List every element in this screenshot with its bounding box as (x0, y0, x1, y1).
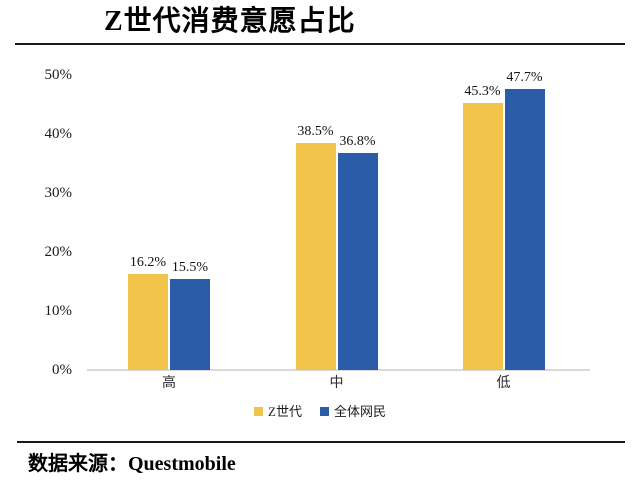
bar-value-label-z-gen-high: 16.2% (129, 255, 167, 271)
bar-value-label-all-netizens-high: 15.5% (171, 259, 209, 275)
y-axis-tick-label-30: 30% (44, 185, 73, 201)
legend-item-all-netizens: 全体网民 (319, 403, 386, 419)
y-axis-tick-label-10: 10% (44, 303, 73, 319)
y-axis-tick-label-20: 20% (44, 244, 73, 260)
top-divider (15, 43, 625, 45)
bar-all-netizens-mid (337, 152, 378, 370)
y-axis-tick-label-50: 50% (44, 67, 73, 83)
chart-legend: Z世代 全体网民 (0, 402, 640, 420)
x-axis-line (87, 369, 590, 371)
y-axis-tick-label-0: 0% (52, 362, 72, 378)
category-label-low: 低 (496, 376, 511, 391)
bar-value-label-all-netizens-low: 47.7% (506, 69, 543, 85)
category-label-high: 高 (162, 376, 176, 391)
bar-z-gen-high (128, 274, 168, 370)
legend-swatch-z-gen (254, 406, 264, 416)
bar-all-netizens-low (504, 88, 545, 370)
bar-chart: 0% 10% 20% 30% 40% 50% 16.2% 38.5% 45.3% 15.5% 36.… (0, 50, 640, 420)
bar-value-label-all-netizens-mid: 36.8% (339, 133, 376, 149)
bar-z-gen-low (462, 102, 503, 370)
bar-value-label-z-gen-low: 45.3% (464, 83, 501, 99)
bar-z-gen-mid (295, 142, 336, 370)
bar-all-netizens-high (170, 278, 210, 370)
y-axis-tick-label-40: 40% (44, 126, 73, 142)
data-source-text: 数据来源：Questmobile (28, 453, 236, 475)
chart-title: Z世代消费意愿占比 (104, 6, 356, 37)
category-label-mid: 中 (329, 376, 344, 391)
legend-label-all-netizens: 全体网民 (333, 403, 386, 419)
legend-label-z-gen: Z世代 (268, 403, 302, 419)
bottom-divider (17, 441, 625, 443)
legend-item-z-gen: Z世代 (254, 404, 302, 419)
bar-value-label-z-gen-mid: 38.5% (297, 123, 334, 139)
legend-swatch-all-netizens (319, 406, 329, 416)
